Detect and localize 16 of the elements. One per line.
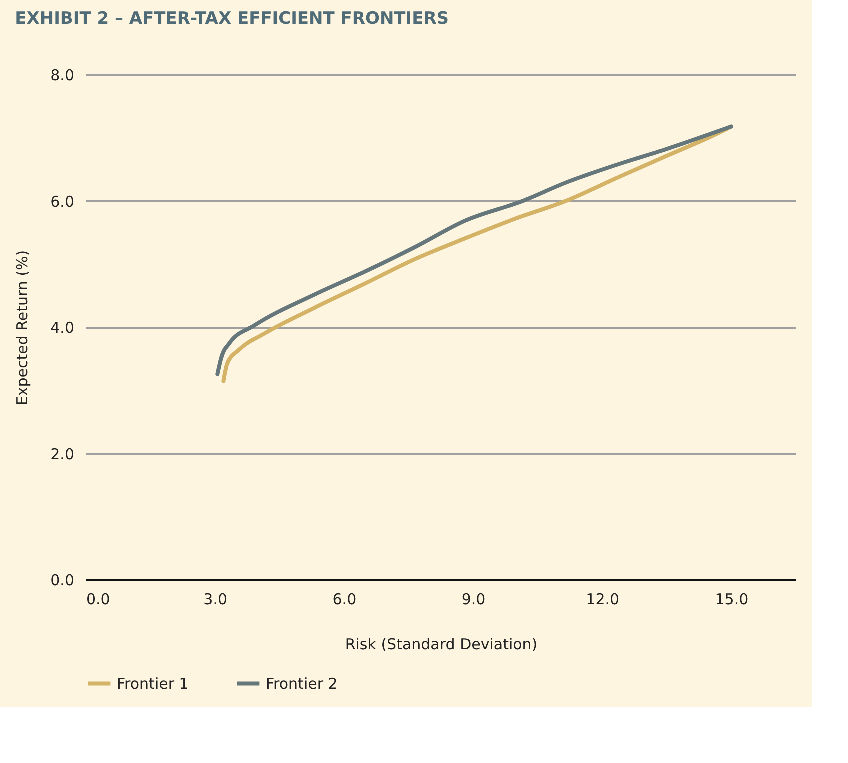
x-tick-label: 12.0 xyxy=(586,590,620,608)
x-tick-label: 0.0 xyxy=(86,590,110,608)
x-tick-label: 9.0 xyxy=(462,590,486,608)
x-axis-title: Risk (Standard Deviation) xyxy=(345,636,538,654)
y-tick-label: 8.0 xyxy=(50,66,74,84)
y-tick-label: 0.0 xyxy=(50,572,74,590)
y-tick-label: 6.0 xyxy=(50,192,74,211)
legend-label: Frontier 2 xyxy=(266,674,338,693)
legend-label: Frontier 1 xyxy=(117,674,189,693)
y-axis-title: Expected Return (%) xyxy=(14,250,32,406)
y-tick-label: 2.0 xyxy=(50,445,74,464)
x-tick-label: 3.0 xyxy=(204,590,228,608)
chart-title: EXHIBIT 2 – AFTER-TAX EFFICIENT FRONTIERS xyxy=(15,9,450,29)
x-tick-label: 15.0 xyxy=(715,590,749,608)
y-tick-label: 4.0 xyxy=(50,319,74,337)
x-tick-label: 6.0 xyxy=(332,590,357,608)
